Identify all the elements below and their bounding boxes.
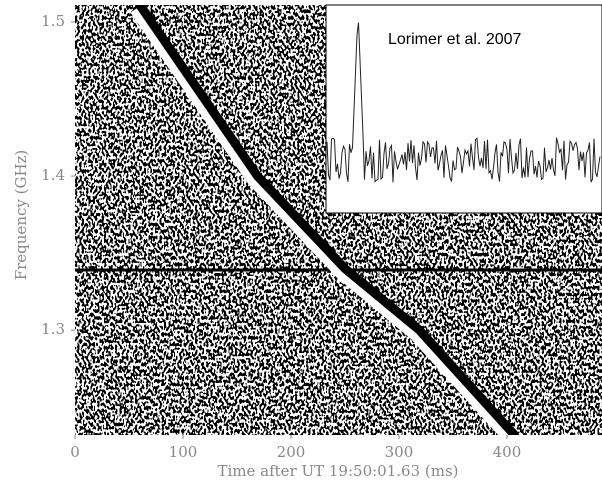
x-tick-label: 0 bbox=[70, 443, 80, 461]
x-tick-label: 300 bbox=[385, 443, 414, 461]
y-axis-label: Frequency (GHz) bbox=[12, 150, 30, 281]
pulse-track-halo bbox=[130, 5, 516, 435]
y-tick-label: 1.4 bbox=[41, 166, 65, 184]
pulse-track bbox=[135, 5, 520, 435]
x-tick-label: 200 bbox=[277, 443, 306, 461]
x-tick-label: 100 bbox=[169, 443, 198, 461]
plot-area bbox=[75, 5, 602, 435]
annotation: Lorimer et al. 2007 bbox=[388, 31, 522, 48]
x-tick-label: 400 bbox=[493, 443, 522, 461]
inset: Lorimer et al. 2007 bbox=[325, 4, 602, 214]
x-axis-label: Time after UT 19:50:01.63 (ms) bbox=[217, 462, 458, 480]
y-tick-label: 1.5 bbox=[41, 12, 65, 30]
inset-trace bbox=[326, 22, 601, 183]
y-tick-label: 1.3 bbox=[41, 320, 65, 338]
